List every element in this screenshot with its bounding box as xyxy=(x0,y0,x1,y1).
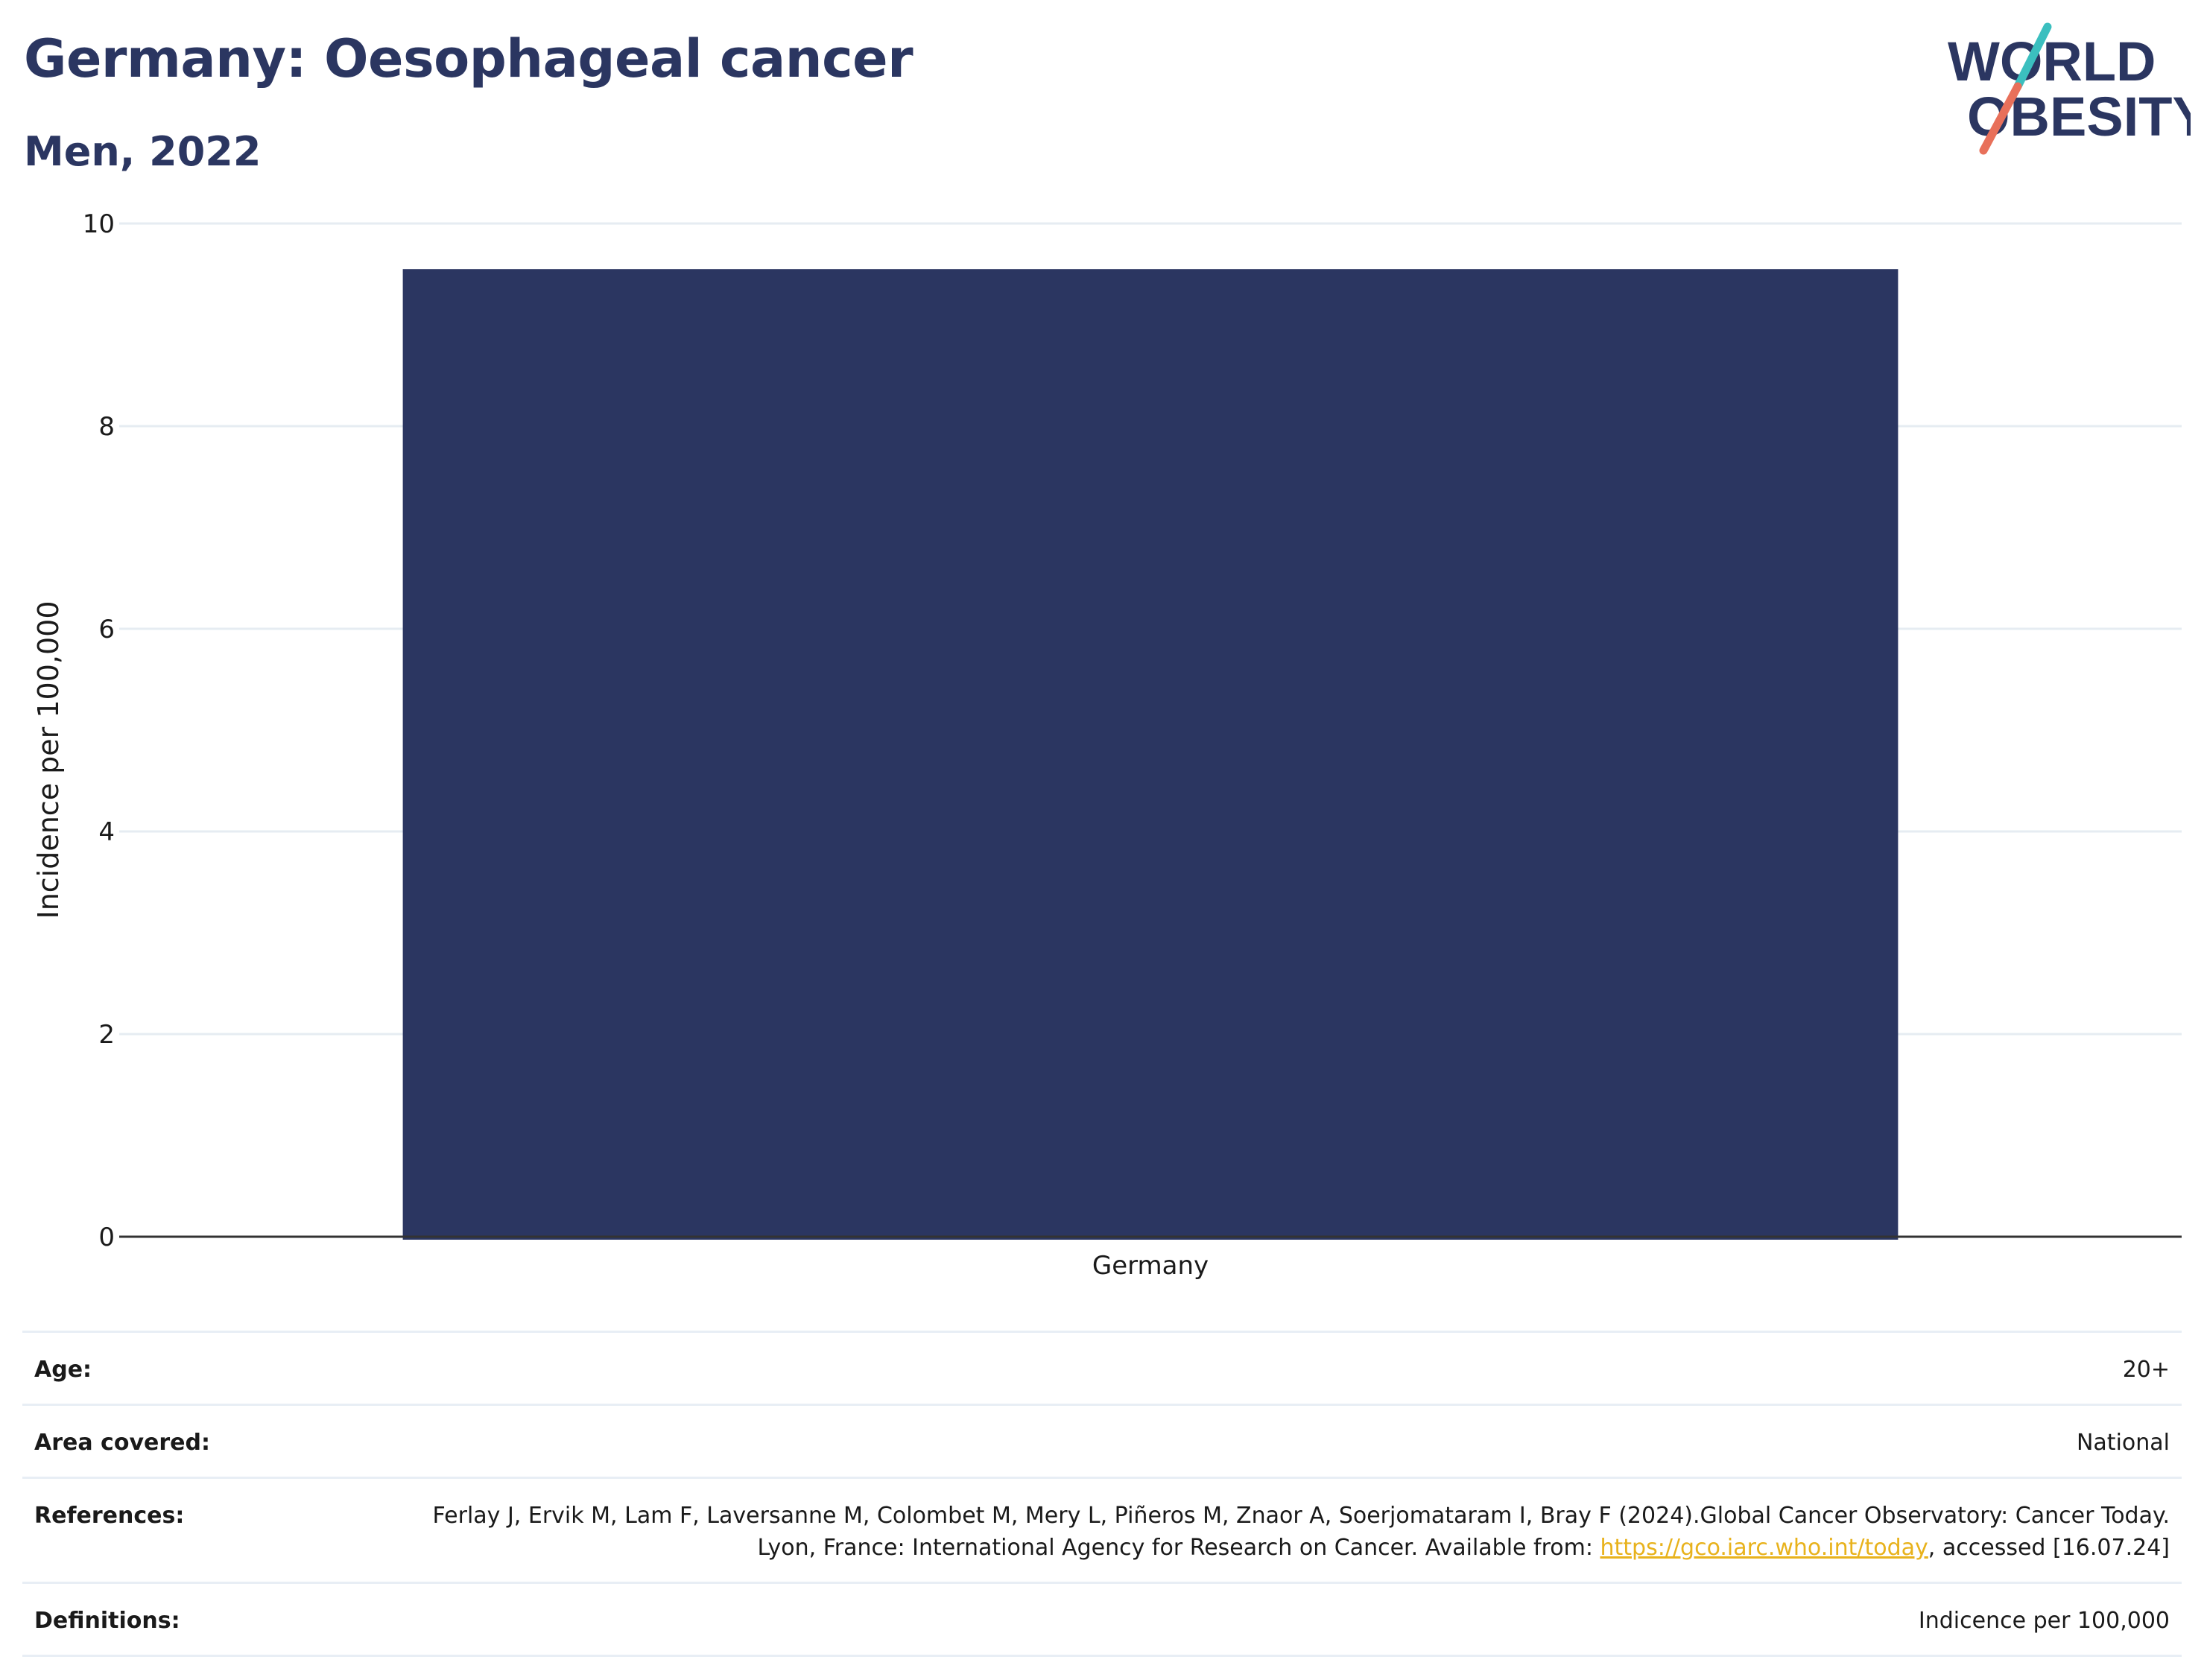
reference-accessed: , accessed [16.07.24] xyxy=(1928,1535,2170,1561)
meta-key: Area covered: xyxy=(22,1404,359,1479)
chart-title: Germany: Oesophageal cancer xyxy=(24,28,913,89)
y-tick-label: 0 xyxy=(98,1223,115,1252)
meta-key: Definitions: xyxy=(22,1582,359,1657)
meta-row-definitions: Definitions: Indicence per 100,000 xyxy=(22,1582,2182,1657)
meta-row-area: Area covered: National xyxy=(22,1404,2182,1479)
y-axis-title: Incidence per 100,000 xyxy=(32,600,65,919)
meta-value: 20+ xyxy=(359,1331,2182,1406)
x-tick-labels: Germany xyxy=(1092,1251,1209,1281)
y-tick-label: 2 xyxy=(98,1020,115,1050)
bar-chart: 0 2 4 6 8 10 Germany Incidence per 100,000 xyxy=(32,209,2182,1281)
reference-link[interactable]: https://gco.iarc.who.int/today xyxy=(1600,1535,1928,1561)
meta-value: Ferlay J, Ervik M, Lam F, Laversanne M, … xyxy=(359,1477,2182,1584)
logo-word-world: WORLD xyxy=(1948,31,2156,92)
meta-key: References: xyxy=(22,1477,359,1584)
bar-germany xyxy=(402,269,1899,1240)
reference-text: Ferlay J, Ervik M, Lam F, Laversanne M, … xyxy=(432,1503,2170,1561)
y-tick-labels: 0 2 4 6 8 10 xyxy=(83,209,115,1252)
bars xyxy=(402,269,1899,1240)
chart-subtitle: Men, 2022 xyxy=(24,128,262,175)
x-tick-label: Germany xyxy=(1092,1251,1209,1281)
world-obesity-logo: WORLD OBESITY xyxy=(1948,22,2191,155)
meta-key: Age: xyxy=(22,1331,359,1406)
metadata-table: Age: 20+ Area covered: National Referenc… xyxy=(22,1331,2182,1657)
meta-value: Indicence per 100,000 xyxy=(359,1582,2182,1657)
y-tick-label: 6 xyxy=(98,615,115,644)
logo-slash-bottom xyxy=(1979,82,2022,155)
logo-slash-top xyxy=(2013,22,2052,91)
y-tick-label: 4 xyxy=(98,817,115,847)
meta-value: National xyxy=(359,1404,2182,1479)
y-tick-label: 8 xyxy=(98,412,115,442)
meta-row-references: References: Ferlay J, Ervik M, Lam F, La… xyxy=(22,1477,2182,1584)
y-tick-label: 10 xyxy=(83,209,115,239)
meta-row-age: Age: 20+ xyxy=(22,1331,2182,1406)
